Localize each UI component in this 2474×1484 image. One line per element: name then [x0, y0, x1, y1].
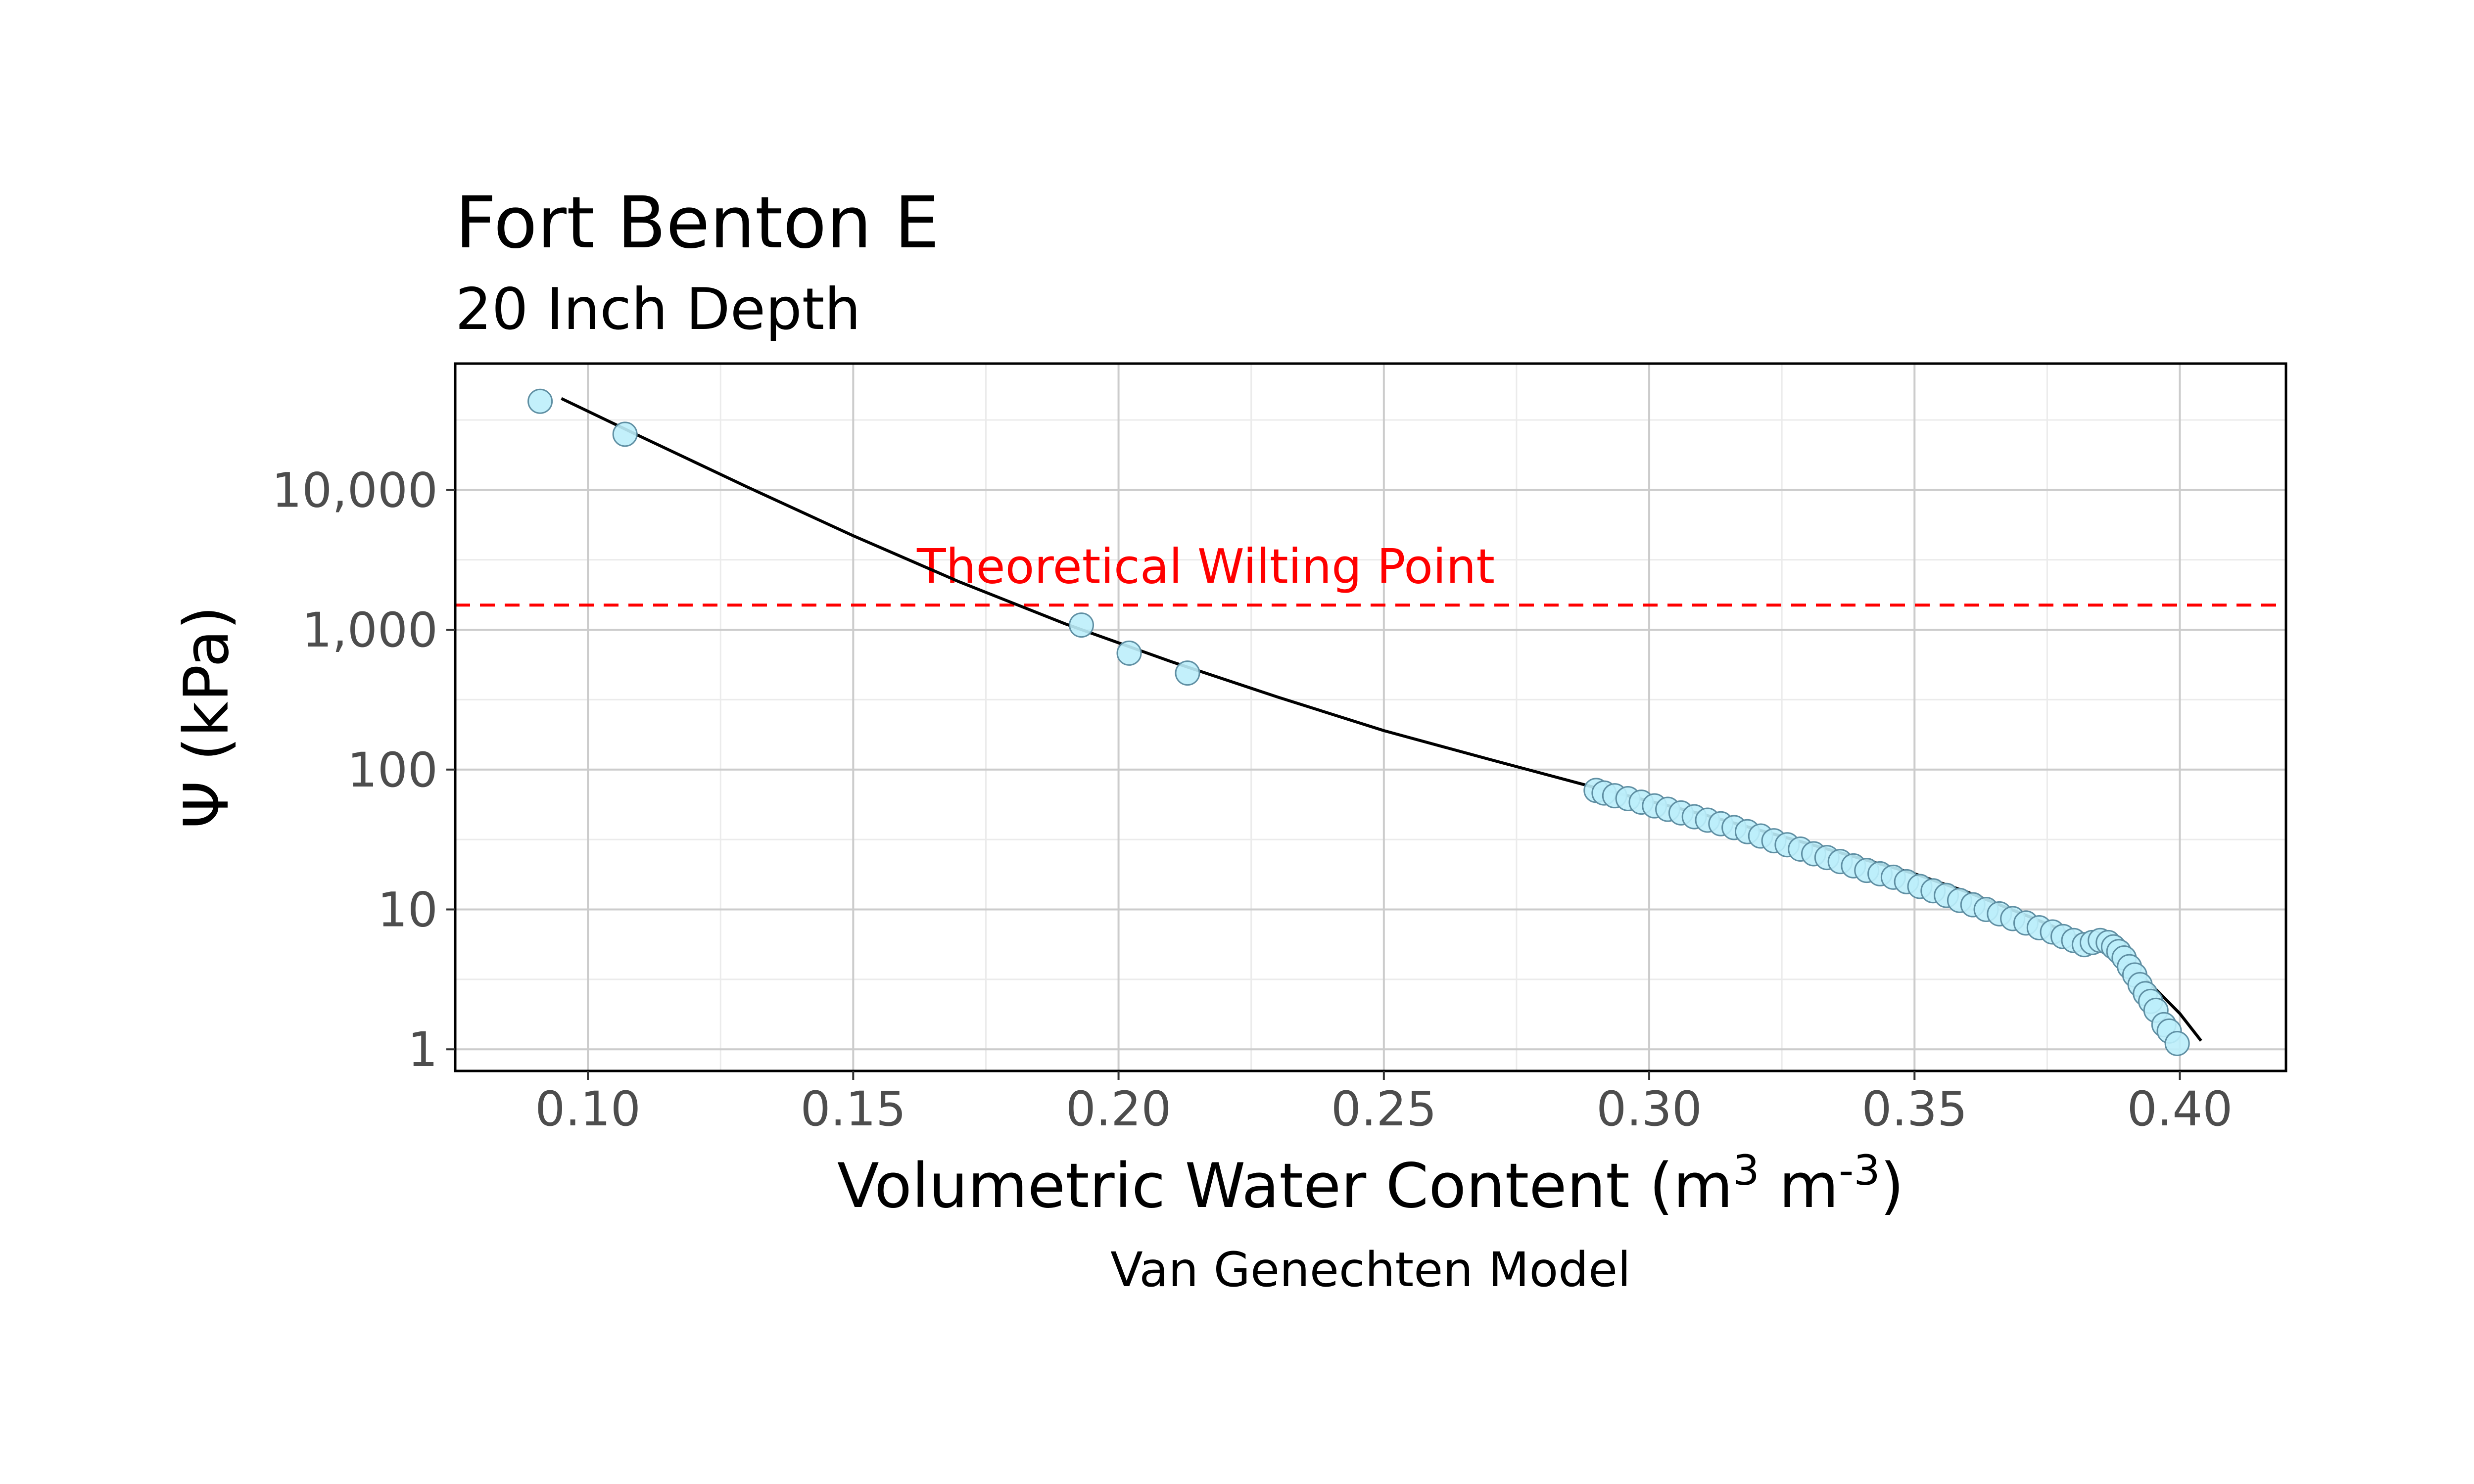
plot-panel	[455, 364, 2286, 1071]
x-axis: 0.10 0.15 0.20 0.25 0.30 0.35 0.40	[535, 1071, 2233, 1137]
y-tick-label: 1	[408, 1022, 438, 1077]
x-tick-label: 0.15	[800, 1081, 906, 1137]
x-axis-label-mid: m	[1760, 1151, 1839, 1222]
chart-title: Fort Benton E	[455, 181, 939, 264]
plot-border	[454, 362, 2287, 1072]
y-tick-label: 1,000	[302, 603, 438, 658]
chart-caption: Van Genechten Model	[1110, 1242, 1631, 1298]
x-axis-label-sup2: -3	[1839, 1146, 1880, 1195]
reference-line-group: Theoretical Wilting Point	[455, 539, 2286, 607]
observed-points	[527, 388, 2190, 1057]
x-tick-label: 0.10	[535, 1081, 641, 1137]
minor-gridlines	[455, 364, 2286, 1071]
x-axis-label-base: Volumetric Water Content (m	[837, 1151, 1733, 1222]
data-point	[527, 388, 553, 414]
data-point	[2164, 1031, 2190, 1057]
data-point	[1069, 612, 1094, 638]
x-tick-label: 0.25	[1331, 1081, 1437, 1137]
x-axis-label-end: )	[1880, 1151, 1904, 1222]
chart-subtitle: 20 Inch Depth	[455, 276, 861, 343]
x-tick-label: 0.35	[1861, 1081, 1967, 1137]
x-tick-label: 0.20	[1066, 1081, 1172, 1137]
wilting-point-label: Theoretical Wilting Point	[916, 539, 1495, 594]
data-point	[612, 421, 638, 447]
y-axis: 1 10 100 1,000 10,000	[272, 463, 455, 1077]
x-tick-label: 0.40	[2127, 1081, 2233, 1137]
y-tick-label: 10	[378, 882, 438, 937]
x-tick-label: 0.30	[1596, 1081, 1702, 1137]
y-tick-label: 100	[347, 742, 438, 798]
y-tick-label: 10,000	[272, 463, 438, 518]
major-gridlines	[455, 364, 2286, 1071]
data-point	[1116, 640, 1142, 666]
x-axis-label-sup1: 3	[1733, 1146, 1759, 1195]
x-axis-label: Volumetric Water Content (m3 m-3)	[837, 1146, 1904, 1222]
y-axis-label: Ψ (kPa)	[171, 606, 242, 829]
data-point	[1175, 660, 1200, 686]
